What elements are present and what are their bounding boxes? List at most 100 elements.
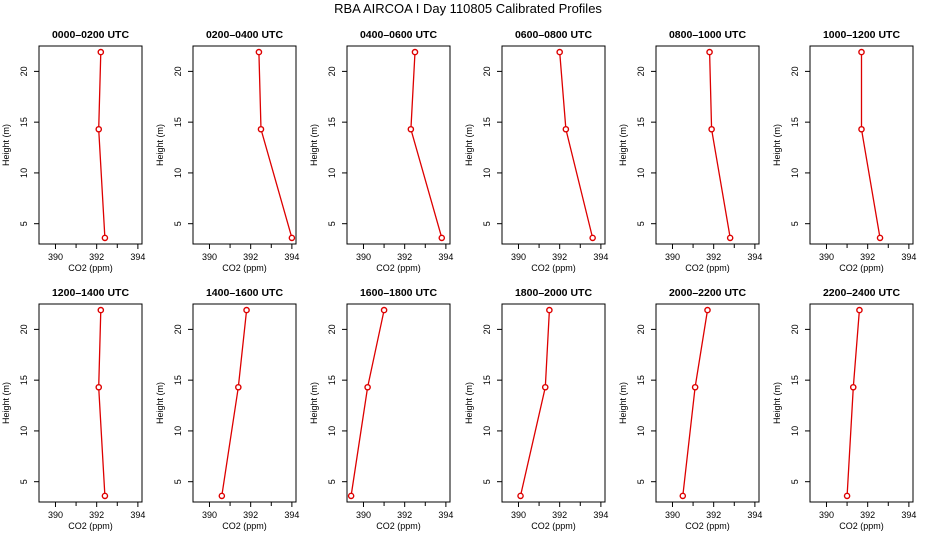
x-tick-label: 392 — [860, 510, 875, 520]
x-tick-label: 392 — [706, 510, 721, 520]
y-tick-label: 20 — [19, 66, 29, 76]
profile-panel: 1600–1800 UTC 390 392 394 5 10 15 20 CO2 (ppm) He… — [309, 287, 453, 531]
data-point — [541, 383, 549, 391]
data-point — [843, 492, 851, 500]
y-tick-label: 20 — [636, 324, 646, 334]
data-point — [101, 234, 109, 242]
y-tick-label: 10 — [482, 426, 492, 436]
profile-panel: 0600–0800 UTC 390 392 394 5 10 15 20 CO2 (ppm) He… — [464, 29, 608, 273]
y-tick-label: 15 — [327, 375, 337, 385]
y-tick-label: 10 — [19, 426, 29, 436]
data-point — [858, 48, 865, 56]
y-tick-label: 5 — [19, 221, 29, 226]
y-tick-label: 15 — [482, 375, 492, 385]
data-point — [347, 492, 355, 500]
y-tick-label: 20 — [327, 324, 337, 334]
panel-title: 2200–2400 UTC — [823, 287, 900, 299]
data-point — [407, 125, 415, 133]
x-axis-label: CO2 (ppm) — [685, 263, 730, 273]
x-tick-label: 390 — [356, 252, 371, 262]
y-axis-label: Height (m) — [1, 124, 11, 166]
profile-panel: 1200–1400 UTC 390 392 394 5 10 15 20 CO2 (ppm) He… — [1, 287, 145, 531]
y-tick-label: 5 — [636, 479, 646, 484]
x-tick-label: 390 — [511, 252, 526, 262]
data-point — [97, 48, 105, 56]
data-point — [546, 306, 553, 314]
y-tick-label: 15 — [19, 117, 29, 127]
x-tick-label: 390 — [665, 510, 680, 520]
profile-line — [846, 310, 861, 496]
x-tick-label: 394 — [747, 510, 762, 520]
plot-frame — [809, 45, 914, 245]
y-tick-label: 10 — [636, 426, 646, 436]
profile-line — [98, 310, 106, 496]
y-tick-label: 5 — [636, 221, 646, 226]
panel-title: 1800–2000 UTC — [515, 287, 592, 299]
y-tick-label: 5 — [173, 479, 183, 484]
x-axis-label: CO2 (ppm) — [376, 263, 421, 273]
x-tick-label: 390 — [819, 510, 834, 520]
y-axis-label: Height (m) — [618, 124, 628, 166]
x-tick-label: 390 — [511, 510, 526, 520]
profile-panel: 0800–1000 UTC 390 392 394 5 10 15 20 CO2 (ppm) He… — [618, 29, 762, 273]
plot-frame — [192, 303, 297, 503]
data-point — [708, 125, 715, 133]
x-tick-label: 394 — [747, 252, 762, 262]
data-point — [95, 383, 103, 391]
data-point — [364, 383, 371, 391]
y-tick-label: 15 — [173, 375, 183, 385]
y-tick-label: 10 — [790, 426, 800, 436]
profile-panel: 0400–0600 UTC 390 392 394 5 10 15 20 CO2 (ppm) He… — [309, 29, 453, 273]
y-tick-label: 15 — [636, 117, 646, 127]
y-axis-label: Height (m) — [618, 382, 628, 424]
data-point — [255, 48, 263, 56]
profile-panel: 1800–2000 UTC 390 392 394 5 10 15 20 CO2 (ppm) He… — [464, 287, 608, 531]
data-point — [589, 234, 596, 242]
y-tick-label: 10 — [790, 168, 800, 178]
profile-line — [860, 52, 881, 239]
data-point — [726, 234, 734, 242]
y-tick-label: 20 — [790, 66, 800, 76]
profile-line — [98, 52, 106, 238]
y-axis-label: Height (m) — [309, 124, 319, 166]
x-axis-label: CO2 (ppm) — [222, 263, 267, 273]
y-axis-label: Height (m) — [464, 124, 474, 166]
x-axis-label: CO2 (ppm) — [68, 521, 113, 531]
y-tick-label: 15 — [19, 375, 29, 385]
panel-title: 1600–1800 UTC — [360, 287, 437, 299]
y-axis-label: Height (m) — [155, 124, 165, 166]
profile-line — [258, 52, 293, 239]
data-point — [704, 306, 711, 314]
panel-title: 0400–0600 UTC — [360, 29, 437, 41]
y-tick-label: 10 — [19, 168, 29, 178]
panel-title: 0000–0200 UTC — [52, 29, 129, 41]
y-tick-label: 15 — [790, 375, 800, 385]
x-tick-label: 392 — [397, 252, 412, 262]
x-tick-label: 394 — [901, 510, 916, 520]
x-tick-label: 390 — [202, 252, 217, 262]
y-axis-label: Height (m) — [309, 382, 319, 424]
x-tick-label: 394 — [593, 510, 608, 520]
data-point — [856, 306, 863, 314]
page-title: RBA AIRCOA I Day 110805 Calibrated Profi… — [334, 1, 602, 16]
x-tick-label: 394 — [284, 510, 299, 520]
data-point — [380, 306, 388, 314]
y-tick-label: 5 — [790, 221, 800, 226]
data-point — [517, 492, 524, 500]
plot-frame — [655, 45, 760, 245]
y-tick-label: 10 — [327, 168, 337, 178]
x-axis-label: CO2 (ppm) — [839, 521, 884, 531]
x-axis-label: CO2 (ppm) — [531, 263, 576, 273]
x-tick-label: 394 — [284, 252, 299, 262]
x-axis-label: CO2 (ppm) — [68, 263, 113, 273]
panel-title: 1200–1400 UTC — [52, 287, 129, 299]
y-tick-label: 20 — [327, 66, 337, 76]
data-point — [438, 234, 446, 242]
y-tick-label: 15 — [482, 117, 492, 127]
y-tick-label: 10 — [327, 426, 337, 436]
data-point — [556, 48, 563, 56]
y-tick-label: 20 — [790, 324, 800, 334]
profile-line — [682, 309, 709, 496]
y-tick-label: 15 — [790, 117, 800, 127]
